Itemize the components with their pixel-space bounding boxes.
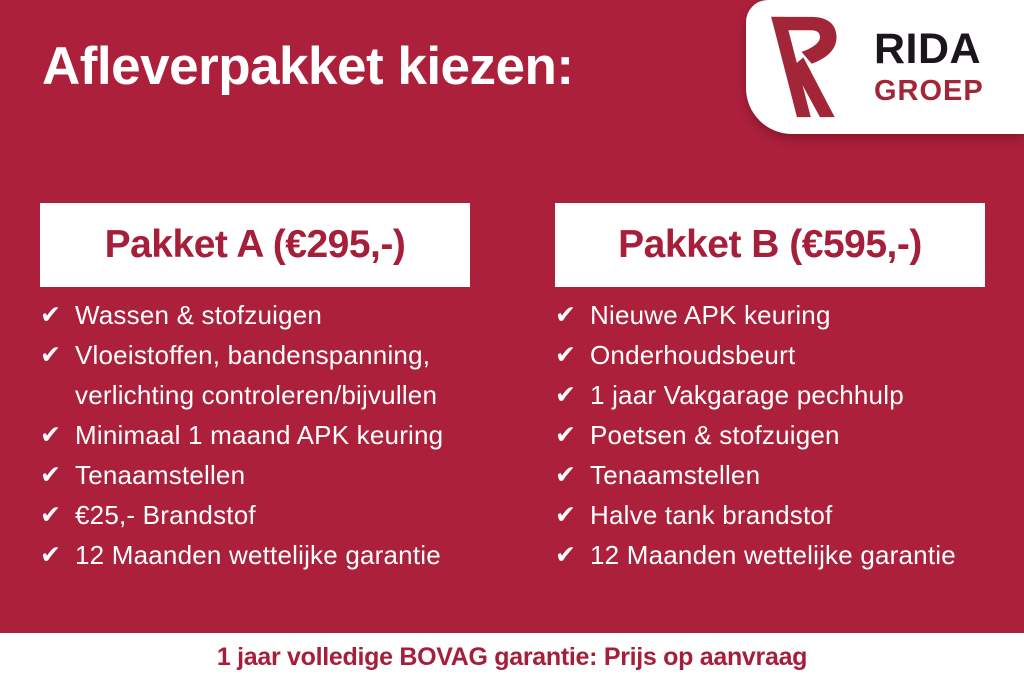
check-icon: ✔ (555, 301, 576, 329)
list-item: ✔ Minimaal 1 maand APK keuring (40, 415, 470, 455)
logo-subtitle: GROEP (874, 75, 984, 107)
list-item-text: Tenaamstellen (590, 460, 761, 490)
list-item: ✔ Onderhoudsbeurt (555, 335, 985, 375)
check-icon: ✔ (555, 541, 576, 569)
check-icon: ✔ (40, 421, 61, 449)
logo-text: RIDA GROEP (874, 28, 984, 106)
list-item-text: Poetsen & stofzuigen (590, 420, 840, 450)
list-item: ✔ 12 Maanden wettelijke garantie (40, 535, 470, 575)
check-icon: ✔ (40, 461, 61, 489)
list-item-text: 1 jaar Vakgarage pechhulp (590, 380, 904, 410)
check-icon: ✔ (40, 541, 61, 569)
list-item-text: Vloeistoffen, bandenspanning, verlichtin… (75, 340, 438, 410)
list-item: ✔ 1 jaar Vakgarage pechhulp (555, 375, 985, 415)
check-icon: ✔ (555, 341, 576, 369)
check-icon: ✔ (40, 341, 61, 369)
list-item-text: Tenaamstellen (75, 460, 246, 490)
package-b-title: Pakket B (€595,-) (618, 223, 922, 266)
list-item-text: €25,- Brandstof (75, 500, 256, 530)
list-item: ✔ Nieuwe APK keuring (555, 295, 985, 335)
package-a-list: ✔ Wassen & stofzuigen ✔ Vloeistoffen, ba… (40, 295, 470, 575)
check-icon: ✔ (555, 421, 576, 449)
logo-name: RIDA (874, 25, 982, 73)
package-b-header: Pakket B (€595,-) (555, 203, 985, 287)
list-item: ✔ €25,- Brandstof (40, 495, 470, 535)
list-item-text: 12 Maanden wettelijke garantie (75, 540, 441, 570)
package-a-title: Pakket A (€295,-) (104, 223, 406, 266)
check-icon: ✔ (555, 381, 576, 409)
list-item: ✔ Poetsen & stofzuigen (555, 415, 985, 455)
logo-panel: RIDA GROEP (746, 0, 1024, 134)
package-b-list: ✔ Nieuwe APK keuring ✔ Onderhoudsbeurt ✔… (555, 295, 985, 575)
list-item-text: Nieuwe APK keuring (590, 300, 831, 330)
list-item-text: Halve tank brandstof (590, 500, 833, 530)
package-a-header: Pakket A (€295,-) (40, 203, 470, 287)
list-item: ✔ 12 Maanden wettelijke garantie (555, 535, 985, 575)
list-item-text: Minimaal 1 maand APK keuring (75, 420, 444, 450)
check-icon: ✔ (40, 301, 61, 329)
list-item-text: Onderhoudsbeurt (590, 340, 796, 370)
package-b-column: Pakket B (€595,-) ✔ Nieuwe APK keuring ✔… (555, 203, 985, 575)
rida-r-logo-icon (762, 8, 854, 126)
list-item: ✔ Wassen & stofzuigen (40, 295, 470, 335)
footer-text: 1 jaar volledige BOVAG garantie: Prijs o… (216, 643, 808, 671)
footer-bar: 1 jaar volledige BOVAG garantie: Prijs o… (0, 633, 1024, 682)
list-item: ✔ Tenaamstellen (40, 455, 470, 495)
check-icon: ✔ (40, 501, 61, 529)
check-icon: ✔ (555, 461, 576, 489)
check-icon: ✔ (555, 501, 576, 529)
list-item: ✔ Halve tank brandstof (555, 495, 985, 535)
list-item-text: Wassen & stofzuigen (75, 300, 323, 330)
list-item: ✔ Tenaamstellen (555, 455, 985, 495)
page-title: Afleverpakket kiezen: (42, 37, 574, 96)
list-item-text: 12 Maanden wettelijke garantie (590, 540, 956, 570)
package-a-column: Pakket A (€295,-) ✔ Wassen & stofzuigen … (40, 203, 470, 575)
list-item: ✔ Vloeistoffen, bandenspanning, verlicht… (40, 335, 470, 415)
